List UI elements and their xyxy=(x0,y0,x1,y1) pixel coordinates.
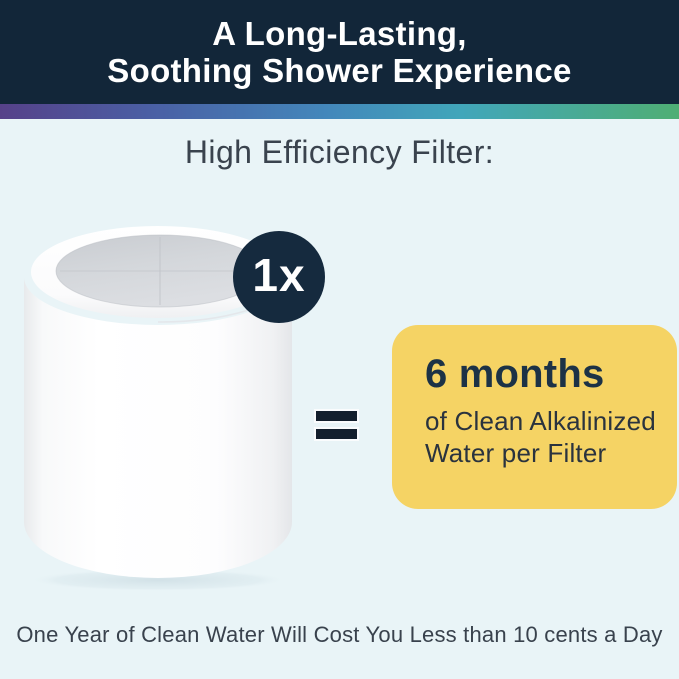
filter-cartridge-svg xyxy=(24,226,293,591)
multiplier-label: 1x xyxy=(252,249,306,301)
multiplier-badge: 1x xyxy=(233,231,325,323)
result-card: 6 months of Clean Alkalinized Water per … xyxy=(392,325,677,509)
banner: A Long-Lasting, Soothing Shower Experien… xyxy=(0,0,679,104)
banner-title-line1: A Long-Lasting, xyxy=(212,15,467,52)
banner-title-line2: Soothing Shower Experience xyxy=(107,52,572,89)
result-title: 6 months xyxy=(425,352,605,396)
filter-inner-disc xyxy=(56,235,264,307)
gradient-divider xyxy=(0,104,679,119)
section-heading: High Efficiency Filter: xyxy=(184,134,495,170)
equals-bar-top xyxy=(316,411,357,421)
filter-shadow xyxy=(30,569,286,591)
equals-icon: = xyxy=(316,411,357,440)
result-subtitle-line2: Water per Filter xyxy=(425,438,607,468)
equals-bar-bottom xyxy=(316,429,357,439)
filter-body xyxy=(24,277,292,578)
footer-caption: One Year of Clean Water Will Cost You Le… xyxy=(16,622,663,647)
filter-cartridge-image xyxy=(18,222,300,594)
result-subtitle-line1: of Clean Alkalinized xyxy=(425,406,656,436)
